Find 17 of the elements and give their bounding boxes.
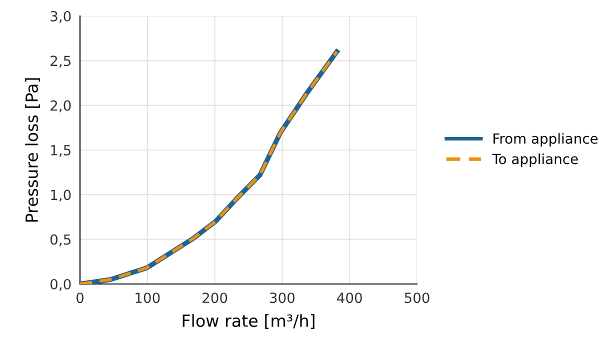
y-tick-label: 2,0 xyxy=(50,100,71,112)
y-tick-label: 1,0 xyxy=(51,190,71,202)
x-tick-label: 200 xyxy=(202,292,228,304)
x-tick-label: 100 xyxy=(136,292,160,304)
legend-label: From appliance xyxy=(494,133,598,147)
y-tick-label: 0,0 xyxy=(50,278,71,291)
y-tick-label: 0,5 xyxy=(50,234,70,246)
y-tick-label: 2,5 xyxy=(50,56,70,68)
x-tick-label: 0 xyxy=(76,292,84,304)
y-axis-title: Pressure loss [Pa] xyxy=(25,78,40,222)
y-tick-label: 1,5 xyxy=(51,145,70,157)
x-axis-title: Flow rate [m³/h] xyxy=(182,314,314,329)
y-tick-label: 3,0 xyxy=(50,10,71,23)
x-tick-label: 500 xyxy=(404,292,430,304)
legend-label: To appliance xyxy=(492,153,578,167)
x-tick-label: 400 xyxy=(337,292,362,304)
x-tick-label: 300 xyxy=(270,292,295,304)
